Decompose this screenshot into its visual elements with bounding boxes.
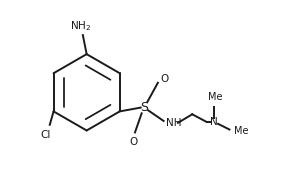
Text: O: O: [129, 137, 137, 147]
Text: Me: Me: [208, 92, 222, 102]
Text: O: O: [161, 74, 169, 84]
Text: NH$_2$: NH$_2$: [70, 19, 91, 33]
Text: S: S: [141, 101, 149, 114]
Text: Cl: Cl: [41, 130, 51, 141]
Text: N: N: [210, 117, 218, 127]
Text: NH: NH: [166, 118, 181, 128]
Text: Me: Me: [234, 126, 249, 136]
